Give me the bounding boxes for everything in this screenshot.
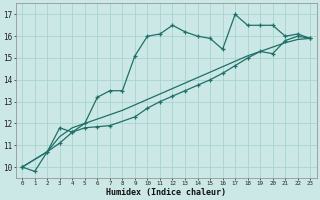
X-axis label: Humidex (Indice chaleur): Humidex (Indice chaleur) <box>106 188 226 197</box>
